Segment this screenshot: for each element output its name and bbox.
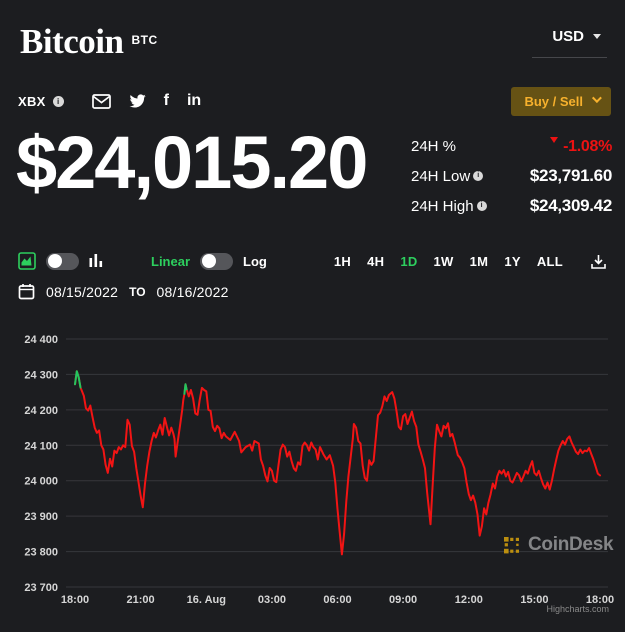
svg-text:18:00: 18:00 [61,594,89,606]
low-label: 24H Low i [411,168,484,185]
svg-text:16. Aug: 16. Aug [187,594,226,606]
stats-panel: 24H % -1.08% 24H Low i $23,791.60 24H Hig… [411,131,612,221]
svg-text:21:00: 21:00 [127,594,155,606]
price-chart[interactable]: 24 400 24 300 24 200 24 100 24 000 23 900 23 8… [0,322,625,632]
chart-style-group [18,252,103,270]
svg-text:24 200: 24 200 [24,405,58,417]
svg-text:24 000: 24 000 [24,476,58,488]
calendar-icon[interactable] [18,283,35,300]
buy-sell-label: Buy / Sell [524,93,583,109]
svg-text:23 900: 23 900 [24,511,58,523]
range-1m[interactable]: 1M [469,253,489,269]
date-to[interactable]: 08/16/2022 [156,283,229,300]
toggle-knob [47,254,62,268]
xbx-index-label: XBX [18,93,46,109]
range-1w[interactable]: 1W [433,253,454,269]
svg-text:09:00: 09:00 [389,594,417,606]
header: Bitcoin BTC USD [20,24,607,59]
currency-value: USD [552,28,584,45]
linear-label[interactable]: Linear [151,253,191,269]
coindesk-watermark: CoinDesk [504,534,614,556]
low-value: $23,791.60 [529,166,612,185]
social-icons: f in [91,92,202,109]
log-label[interactable]: Log [243,253,267,269]
download-icon[interactable] [590,253,607,270]
stat-row-high: 24H High i $24,309.42 [411,191,612,221]
range-1h[interactable]: 1H [333,253,352,269]
info-icon[interactable]: i [473,171,484,181]
stat-row-change: 24H % -1.08% [411,131,612,161]
coindesk-logo-icon [504,536,521,554]
sub-header: XBX i f in Buy / Sell [18,86,611,116]
bar-chart-icon[interactable] [89,253,103,269]
current-price: $24,015.20 [16,121,368,204]
stat-row-low: 24H Low i $23,791.60 [411,161,612,191]
currency-dropdown[interactable]: USD [532,24,607,58]
scale-group: Linear Log [151,252,267,270]
change-label: 24H % [411,137,457,155]
mail-icon[interactable] [91,93,111,109]
svg-text:06:00: 06:00 [323,594,351,606]
svg-text:24 100: 24 100 [24,440,58,452]
toggle-knob [201,254,216,268]
date-from[interactable]: 08/15/2022 [46,283,119,300]
chevron-down-icon [593,34,601,39]
range-all[interactable]: ALL [536,253,563,269]
svg-text:18:00: 18:00 [586,594,614,606]
svg-text:23 700: 23 700 [24,582,58,594]
buy-sell-button[interactable]: Buy / Sell [511,86,611,116]
info-icon[interactable]: i [476,201,487,211]
price-chart-svg[interactable]: 24 400 24 300 24 200 24 100 24 000 23 900 23 8… [0,322,625,632]
date-separator: TO [129,284,146,299]
chart-style-toggle[interactable] [46,252,79,270]
highcharts-credit[interactable]: Highcharts.com [546,604,609,614]
svg-text:12:00: 12:00 [455,594,483,606]
info-icon[interactable]: i [52,95,64,107]
coindesk-wordmark: CoinDesk [528,534,614,555]
high-label: 24H High i [411,198,487,215]
svg-text:24 400: 24 400 [24,334,58,346]
twitter-icon[interactable] [129,93,146,109]
chevron-down-icon [591,93,602,104]
down-triangle-icon [550,136,559,143]
svg-text:23 800: 23 800 [24,547,58,559]
asset-symbol: BTC [131,33,158,47]
high-value: $24,309.42 [529,196,612,215]
svg-text:15:00: 15:00 [520,594,548,606]
area-chart-icon[interactable] [18,252,36,270]
range-4h[interactable]: 4H [367,253,385,269]
facebook-icon[interactable]: f [163,92,169,109]
change-value: -1.08% [550,136,612,156]
chart-controls: Linear Log 1H 4H 1D 1W 1M 1Y ALL [0,246,625,276]
scale-toggle[interactable] [200,252,234,270]
linkedin-icon[interactable]: in [186,92,202,109]
svg-text:03:00: 03:00 [258,594,286,606]
date-range-picker: 08/15/2022 TO 08/16/2022 [18,283,229,300]
range-1y[interactable]: 1Y [504,253,521,269]
svg-text:24 300: 24 300 [24,369,58,381]
page-title: Bitcoin [20,22,124,61]
range-1d[interactable]: 1D [400,253,418,269]
range-buttons: 1H 4H 1D 1W 1M 1Y ALL [334,254,563,269]
